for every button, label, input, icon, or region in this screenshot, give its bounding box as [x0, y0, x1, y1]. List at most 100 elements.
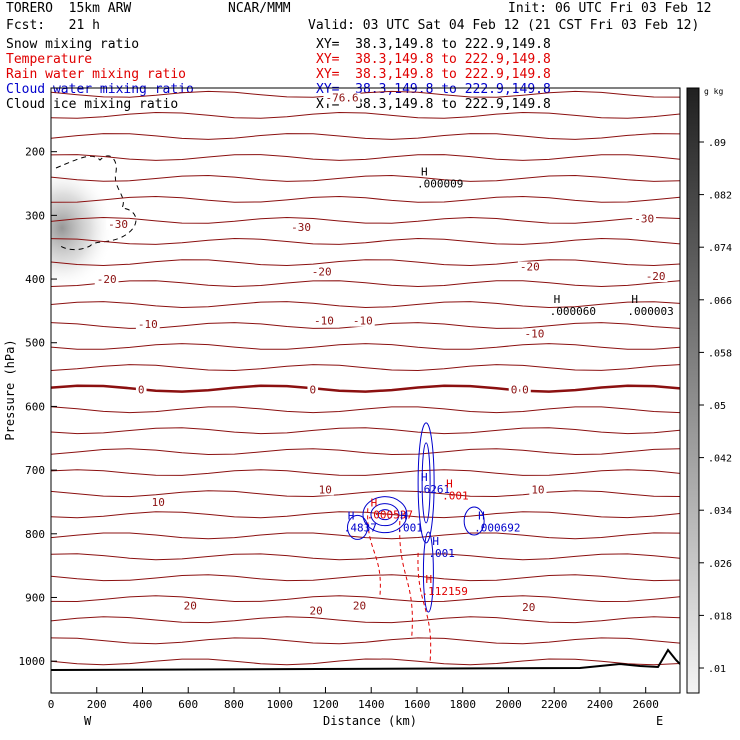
temperature-label-bg	[94, 274, 119, 286]
temperature-label: -20	[312, 266, 332, 279]
temperature-label: -30	[634, 213, 654, 226]
maximum-marker: H	[400, 509, 407, 522]
temperature-label-bg	[508, 384, 520, 396]
temperature-label-bg	[632, 213, 657, 225]
x-tick-label: 2400	[587, 698, 614, 711]
temperature-label: -30	[291, 221, 311, 234]
maximum-marker: H	[432, 535, 439, 548]
terrain-line	[51, 648, 680, 671]
contour-labels: -70-76.6-30-30-30-20-20-20-20-10-10-10-1…	[94, 92, 668, 617]
colorbar-tick-label: .074	[708, 243, 732, 254]
temperature-contours	[51, 90, 680, 666]
field-temperature-xy: XY= 38.3,149.8 to 222.9,149.8	[316, 52, 551, 67]
rain-contours	[367, 508, 432, 662]
colorbar-tick-label: .066	[708, 296, 732, 307]
y-tick-label: 600	[25, 400, 45, 413]
temperature-label-bg	[312, 315, 336, 327]
maximum-label: .000003	[627, 305, 673, 318]
center-title: NCAR/MMM	[228, 1, 291, 16]
init-time: Init: 06 UTC Fri 03 Feb 12	[508, 1, 712, 16]
y-tick-label: 500	[25, 337, 45, 350]
y-tick-label: 700	[25, 464, 45, 477]
temperature-label-bg	[135, 384, 147, 396]
maximum-marker: H	[421, 166, 428, 179]
colorbar-tick-label: .09	[708, 138, 726, 149]
temperature-label-bg	[517, 261, 542, 273]
maximum-label: .4837	[344, 521, 377, 534]
temperature-label-bg	[307, 384, 319, 396]
temperature-label: 20	[522, 601, 535, 614]
y-tick-label: 300	[25, 209, 45, 222]
colorbar-tick-label: .05	[708, 401, 726, 412]
x-tick-label: 800	[224, 698, 244, 711]
x-tick-label: 400	[133, 698, 153, 711]
maximum-label: .6261	[417, 483, 450, 496]
temperature-label-bg	[323, 92, 361, 104]
forecast-hour: Fcst: 21 h	[6, 18, 100, 33]
maximum-label: .001	[396, 521, 423, 534]
temperature-label: 0	[138, 383, 145, 396]
x-tick-label: 2200	[541, 698, 568, 711]
x-tick-label: 0	[48, 698, 55, 711]
temperature-label: 20	[353, 599, 366, 612]
field-snow-name: Snow mixing ratio	[6, 37, 140, 52]
x-tick-label: 1400	[358, 698, 385, 711]
temperature-label-bg	[149, 497, 167, 509]
temperature-label: 10	[531, 483, 544, 496]
maximum-marker: H	[446, 478, 453, 491]
field-rain-xy: XY= 38.3,149.8 to 222.9,149.8	[316, 67, 551, 82]
maxima-markers: H.000009H.000060H.000003H.6261H.001H.000…	[344, 166, 674, 599]
cloud-water-contours	[346, 422, 485, 613]
temperature-label: 10	[152, 496, 165, 509]
temperature-label-bg	[520, 602, 538, 614]
y-tick-label: 800	[25, 528, 45, 541]
field-cloudice-name: Cloud ice mixing ratio	[6, 97, 179, 112]
x-tick-label: 2600	[632, 698, 659, 711]
colorbar-tick-label: .026	[708, 559, 732, 570]
field-snow-xy: XY= 38.3,149.8 to 222.9,149.8	[316, 37, 551, 52]
maximum-label: .000537	[367, 509, 413, 522]
maximum-label: .000060	[550, 305, 596, 318]
temperature-label-bg	[350, 600, 369, 612]
colorbar-ticks: .09 .082 .074 .066 .058 .05 .042 .034 .026 .018 .0…	[699, 138, 732, 675]
temperature-label-bg	[289, 222, 313, 234]
maximum-marker: H	[478, 509, 485, 522]
x-axis-right-end: E	[656, 714, 663, 728]
maximum-marker: H	[554, 293, 561, 306]
x-tick-label: 1800	[449, 698, 476, 711]
temperature-label-bg	[106, 218, 130, 230]
temperature-label-bg	[181, 600, 199, 612]
x-axis-left-end: W	[84, 714, 92, 728]
cloud-ice-contour	[55, 155, 137, 251]
temperature-label-bg	[520, 384, 531, 396]
x-tick-label: 1600	[404, 698, 431, 711]
colorbar-tick-label: .042	[708, 454, 732, 465]
y-tick-label: 1000	[19, 655, 46, 668]
temperature-label: -10	[314, 315, 334, 328]
temperature-label: 0	[309, 383, 316, 396]
temperature-label: -76.6	[325, 92, 358, 105]
x-axis-label: Distance (km)	[323, 714, 417, 728]
maximum-label: .000009	[417, 178, 463, 191]
x-tick-label: 1200	[312, 698, 339, 711]
temperature-label-bg	[522, 328, 547, 340]
temperature-label: -10	[524, 327, 544, 340]
x-tick-label: 2000	[495, 698, 522, 711]
maximum-marker: H	[371, 497, 378, 510]
temperature-label-bg	[643, 271, 668, 283]
temperature-label-bg	[309, 266, 334, 278]
y-tick-label: 400	[25, 273, 45, 286]
maximum-label: .001	[442, 490, 469, 503]
colorbar	[686, 87, 700, 694]
x-axis: 0 200 400 600 800 1000 1200 1400 1600 1800 2000 220…	[48, 687, 659, 711]
maximum-label: .000692	[474, 521, 520, 534]
temperature-label: -20	[520, 261, 540, 274]
temperature-label: 10	[319, 483, 332, 496]
y-tick-label: 200	[25, 146, 45, 159]
temperature-label: -10	[138, 318, 158, 331]
x-tick-label: 200	[87, 698, 107, 711]
colorbar-tick-label: .01	[708, 664, 726, 675]
colorbar-tick-label: .018	[708, 611, 732, 622]
plot-frame	[50, 87, 681, 694]
